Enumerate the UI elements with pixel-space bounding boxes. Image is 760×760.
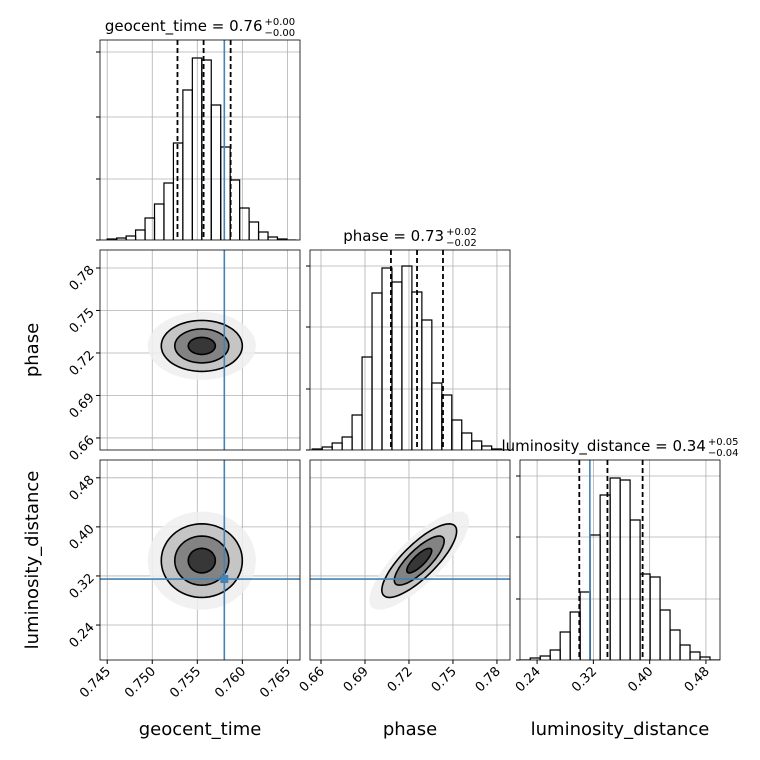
- title-sub: −0.02: [446, 238, 477, 249]
- hist-bin: [257, 231, 269, 240]
- hist-bin: [539, 655, 551, 660]
- x-axis-label: geocent_time: [139, 719, 262, 740]
- hist-bin: [421, 319, 433, 450]
- y-tick-label: 0.32: [67, 571, 98, 602]
- panel-title: geocent_time = 0.76: [105, 17, 263, 36]
- hist-bin: [589, 534, 601, 660]
- x-axis-label: phase: [383, 719, 437, 740]
- title-sup: +0.02: [446, 227, 477, 238]
- hist-bin: [401, 265, 413, 450]
- hist-bin: [229, 179, 241, 240]
- title-sup: +0.05: [708, 437, 739, 448]
- x-tick-label: 0.755: [167, 664, 204, 701]
- hist-bin: [471, 440, 483, 450]
- hist-bin: [153, 203, 165, 240]
- hist-panel: [310, 250, 510, 450]
- x-tick-label: 0.750: [122, 664, 159, 701]
- x-tick-label: 0.66: [297, 664, 328, 695]
- hist-bin: [351, 414, 363, 450]
- hist-bin: [321, 446, 333, 450]
- panel-frame: [309, 249, 511, 451]
- hist-bin: [689, 651, 701, 660]
- hist-bin: [549, 649, 561, 660]
- hist-bin: [210, 104, 222, 240]
- hist-panel: [520, 460, 720, 660]
- x-axis-label: luminosity_distance: [531, 719, 710, 740]
- hist-bin: [609, 477, 621, 660]
- hist-bin: [341, 436, 353, 450]
- hist-bin: [267, 236, 279, 240]
- hist-bin: [629, 519, 641, 660]
- y-tick-label: 0.40: [67, 522, 98, 553]
- hist-bin: [659, 609, 671, 660]
- hist-bin: [481, 445, 493, 450]
- y-tick-label: 0.72: [67, 348, 98, 379]
- y-tick-label: 0.24: [67, 620, 98, 651]
- hist-bin: [361, 356, 373, 450]
- hist-bin: [649, 576, 661, 660]
- hist-bin: [461, 432, 473, 450]
- title-sub: −0.04: [708, 448, 739, 459]
- hist-bin: [125, 235, 137, 240]
- x-tick-label: 0.48: [682, 664, 713, 695]
- hist-bin: [248, 221, 260, 240]
- hist-bin: [639, 573, 651, 660]
- panel-frame: [99, 249, 301, 451]
- hist-bin: [163, 182, 175, 240]
- hist-bin: [331, 442, 343, 450]
- x-tick-label: 0.32: [569, 664, 600, 695]
- y-tick-label: 0.75: [67, 306, 98, 337]
- pair-panel: [100, 250, 300, 450]
- hist-bin: [699, 656, 711, 660]
- x-tick-label: 0.78: [473, 664, 504, 695]
- x-tick-label: 0.760: [212, 664, 249, 701]
- x-tick-label: 0.75: [429, 664, 460, 695]
- title-sup: +0.00: [265, 17, 296, 28]
- hist-bin: [144, 217, 156, 240]
- hist-bin: [431, 382, 443, 450]
- hist-bin: [679, 644, 691, 660]
- contour: [406, 547, 433, 574]
- hist-bin: [579, 591, 591, 660]
- panel-frame: [99, 39, 301, 241]
- x-tick-label: 0.69: [341, 664, 372, 695]
- hist-bin: [134, 229, 146, 240]
- y-tick-label: 0.78: [67, 263, 98, 294]
- hist-bin: [599, 494, 611, 660]
- y-tick-label: 0.69: [67, 391, 98, 422]
- title-sub: −0.00: [265, 28, 296, 39]
- x-tick-label: 0.72: [385, 664, 416, 695]
- hist-bin: [182, 89, 193, 240]
- x-tick-label: 0.765: [257, 664, 294, 701]
- hist-panel: [100, 40, 300, 240]
- hist-bin: [491, 448, 503, 450]
- y-tick-label: 0.66: [67, 433, 98, 464]
- hist-bin: [669, 629, 681, 660]
- hist-bin: [559, 631, 571, 660]
- x-tick-label: 0.745: [77, 664, 114, 701]
- panel-frame: [99, 459, 301, 661]
- hist-bin: [220, 146, 231, 240]
- contour: [187, 336, 217, 356]
- truth-marker: [220, 575, 229, 584]
- pair-panel: [310, 460, 510, 660]
- panel-frame: [309, 459, 511, 661]
- x-tick-label: 0.40: [625, 664, 656, 695]
- hist-bin: [239, 207, 250, 240]
- panel-frame: [519, 459, 721, 661]
- y-tick-label: 0.48: [67, 473, 98, 504]
- x-tick-label: 0.24: [513, 664, 544, 695]
- pair-panel: [100, 460, 300, 660]
- panel-title: phase = 0.73: [343, 227, 444, 245]
- hist-bin: [391, 281, 403, 450]
- panel-title: luminosity_distance = 0.34: [501, 437, 705, 456]
- y-axis-label: phase: [22, 323, 43, 377]
- contour: [187, 547, 217, 574]
- hist-bin: [619, 479, 631, 660]
- hist-bin: [371, 292, 383, 450]
- y-axis-label: luminosity_distance: [22, 471, 43, 650]
